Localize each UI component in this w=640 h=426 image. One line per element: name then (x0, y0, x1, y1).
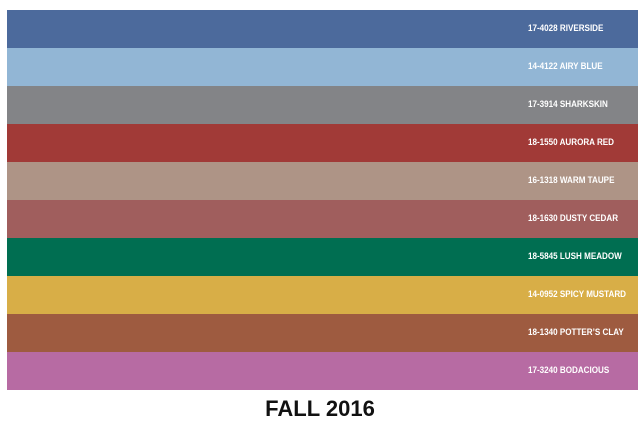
swatch-label: 18-5845 LUSH MEADOW (528, 251, 622, 262)
color-swatch: 16-1318 WARM TAUPE (7, 162, 638, 200)
swatch-label: 16-1318 WARM TAUPE (528, 175, 615, 186)
color-swatch: 18-1340 POTTER’S CLAY (7, 314, 638, 352)
swatch-label: 14-4122 AIRY BLUE (528, 61, 603, 72)
color-swatch: 18-1630 DUSTY CEDAR (7, 200, 638, 238)
swatch-label: 17-3240 BODACIOUS (528, 365, 610, 376)
swatch-label: 18-1340 POTTER’S CLAY (528, 327, 624, 338)
swatch-label: 14-0952 SPICY MUSTARD (528, 289, 626, 300)
color-swatch: 17-3240 BODACIOUS (7, 352, 638, 390)
swatch-label: 18-1630 DUSTY CEDAR (528, 213, 619, 224)
swatch-label: 18-1550 AURORA RED (528, 137, 615, 148)
swatch-list: 17-4028 RIVERSIDE 14-4122 AIRY BLUE 17-391… (7, 10, 638, 390)
color-swatch: 17-4028 RIVERSIDE (7, 10, 638, 48)
color-swatch: 17-3914 SHARKSKIN (7, 86, 638, 124)
swatch-label: 17-4028 RIVERSIDE (528, 23, 604, 34)
color-swatch: 14-0952 SPICY MUSTARD (7, 276, 638, 314)
color-swatch: 18-1550 AURORA RED (7, 124, 638, 162)
swatch-label: 17-3914 SHARKSKIN (528, 99, 608, 110)
title: FALL 2016 (265, 396, 375, 421)
color-swatch: 18-5845 LUSH MEADOW (7, 238, 638, 276)
color-swatch: 14-4122 AIRY BLUE (7, 48, 638, 86)
